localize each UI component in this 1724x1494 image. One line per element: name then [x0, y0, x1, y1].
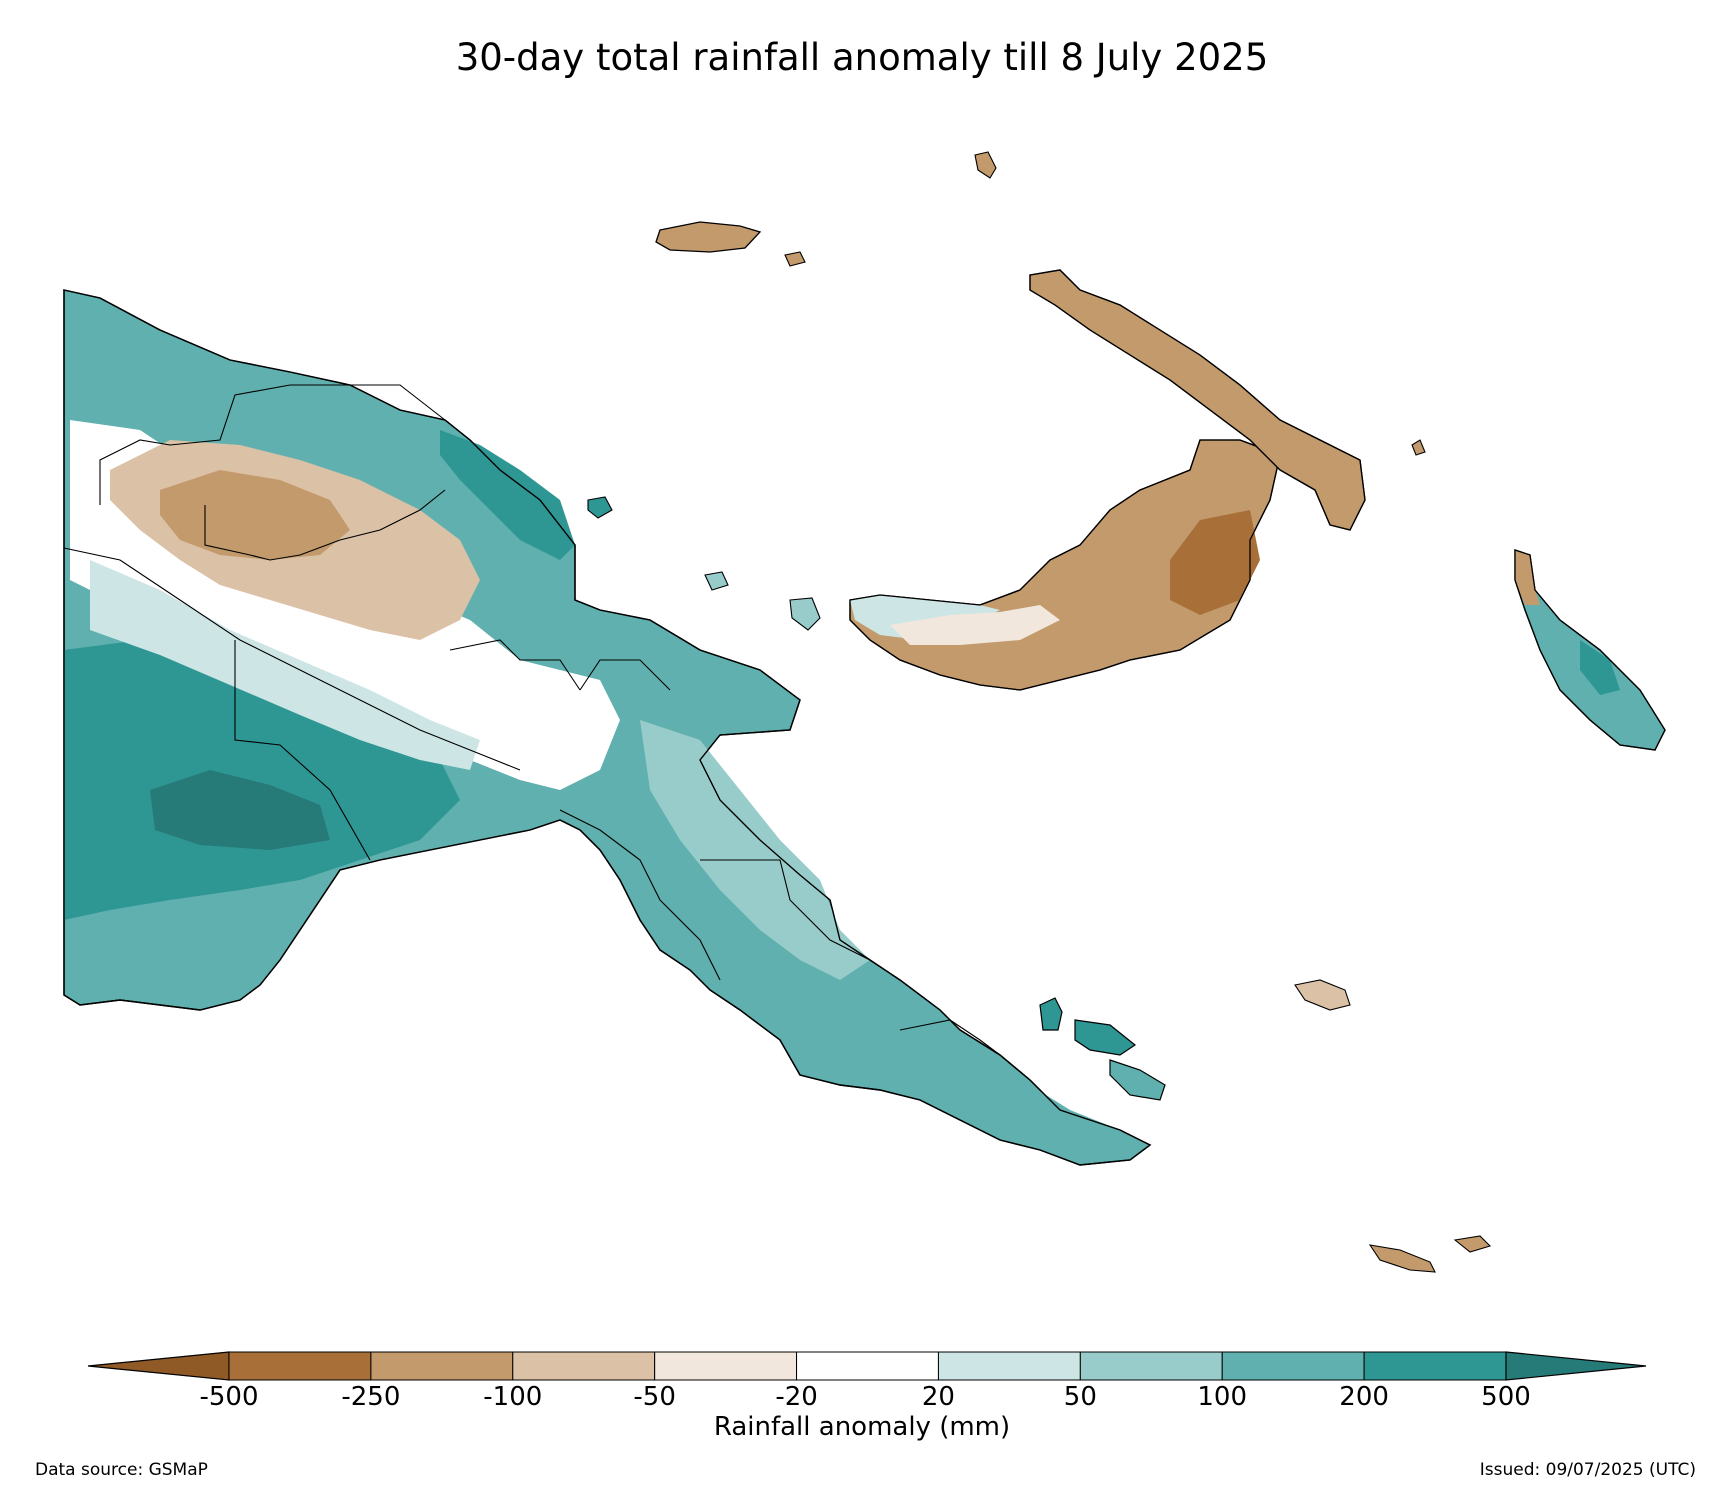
mussau-island	[974, 151, 997, 179]
colorbar-tick-label: -100	[483, 1382, 542, 1410]
colorbar-segment	[228, 1351, 372, 1381]
colorbar-tick-label: 500	[1481, 1382, 1531, 1410]
bougainville-core	[1580, 640, 1620, 695]
new-britain	[849, 439, 1281, 691]
rainfall-anomaly-map	[63, 151, 1666, 1273]
bougainville	[1514, 549, 1666, 751]
province-boundaries	[63, 384, 1001, 1056]
colorbar-segment	[796, 1351, 939, 1381]
zone-dry-highlands-core	[160, 470, 350, 560]
louisiade-rossel	[1368, 1244, 1436, 1273]
umboi-island	[789, 597, 821, 631]
zone-above-500-south-core	[150, 770, 330, 850]
colorbar-segment	[1363, 1351, 1507, 1381]
colorbar-segment	[937, 1351, 1081, 1381]
colorbar-label: Rainfall anomaly (mm)	[713, 1412, 1011, 1442]
new-britain-dry-core	[1170, 510, 1260, 615]
colorbar-segment	[1221, 1351, 1365, 1381]
dentrecasteaux-islands	[1039, 997, 1166, 1101]
colorbar-tick-label: -20	[775, 1382, 817, 1410]
colorbar-tick-label: -500	[199, 1382, 258, 1410]
bougainville-outline	[1514, 549, 1666, 751]
colorbar: -500 -250 -100 -50 -20 20 50 100 200 500	[87, 1351, 1647, 1410]
mainland-region	[63, 289, 1152, 1166]
colorbar-extend-low	[87, 1351, 230, 1381]
trobriand-islands	[1294, 979, 1351, 1011]
manus-east-islet	[784, 251, 806, 267]
colorbar-tick-label: 20	[922, 1382, 955, 1410]
data-source-note: Data source: GSMaP	[35, 1460, 208, 1480]
colorbar-segment	[370, 1351, 514, 1381]
normanby-island	[1109, 1059, 1166, 1101]
colorbar-segment	[512, 1351, 656, 1381]
zone-north-coast-teal	[440, 430, 575, 560]
colorbar-extend-high	[1505, 1351, 1647, 1381]
colorbar-segment	[1079, 1351, 1223, 1381]
zone-light-teal-mid	[90, 560, 480, 770]
new-britain-outline	[849, 439, 1281, 691]
goodenough-island	[1039, 997, 1063, 1031]
colorbar-tick-label: 50	[1064, 1382, 1097, 1410]
louisiade-sudest	[1453, 1235, 1492, 1253]
fergusson-island	[1074, 1019, 1137, 1056]
colorbar-tick-labels: -500 -250 -100 -50 -20 20 50 100 200 500	[199, 1382, 1530, 1410]
buka-island	[1411, 439, 1426, 456]
colorbar-tick-label: 200	[1339, 1382, 1389, 1410]
new-ireland-outline	[1029, 269, 1366, 531]
zone-east-peninsula-teal	[640, 720, 870, 980]
zone-200-500-south	[64, 640, 460, 920]
bougainville-north-dry	[1515, 550, 1540, 605]
long-island	[704, 571, 729, 591]
map-title: 30-day total rainfall anomaly till 8 Jul…	[455, 36, 1269, 79]
karkar-island	[587, 496, 613, 519]
colorbar-segments	[87, 1351, 1647, 1381]
new-britain-west-pale	[890, 605, 1060, 645]
manus-island	[655, 221, 762, 253]
colorbar-segment	[654, 1351, 798, 1381]
mainland-outline	[63, 289, 1152, 1166]
colorbar-tick-label: -250	[341, 1382, 400, 1410]
colorbar-tick-label: -50	[633, 1382, 675, 1410]
issued-date-note: Issued: 09/07/2025 (UTC)	[1479, 1460, 1696, 1480]
new-ireland	[1029, 269, 1366, 531]
colorbar-tick-label: 100	[1197, 1382, 1247, 1410]
